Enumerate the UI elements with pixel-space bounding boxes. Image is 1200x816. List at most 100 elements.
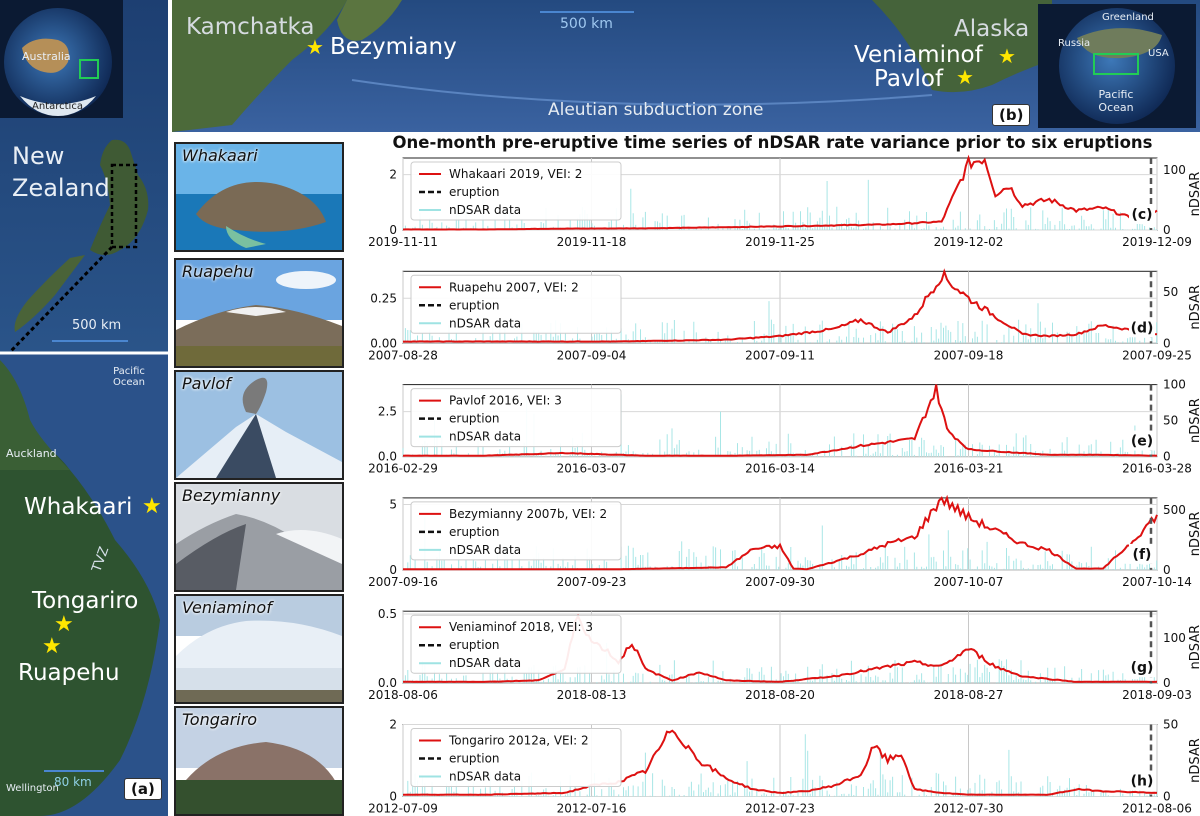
antarctica-label: Antarctica [32, 101, 83, 112]
model-series-line [402, 384, 1158, 457]
new-zealand-label: New Zealand [12, 142, 110, 202]
pavlof-map-label: Pavlof [874, 66, 944, 92]
panel-tag-a: (a) [124, 778, 162, 800]
y-tick-label: 0 [389, 223, 397, 237]
greenland-label: Greenland [1102, 12, 1154, 23]
y2-axis-label: nDSAR [1188, 625, 1200, 670]
legend-box [410, 274, 622, 334]
y2-tick-label: 0 [1163, 563, 1171, 577]
wellington-label: Wellington [6, 783, 59, 794]
chart-panel-e: 2016-02-29 2016-03-07 2016-03-14 2016-03-21… [368, 378, 1200, 476]
legend-eruption-label: eruption [449, 752, 500, 766]
legend-data-label: nDSAR data [449, 770, 521, 784]
x-tick-label: 2019-11-18 [557, 235, 627, 249]
chart-panel-h: 2012-07-09 2012-07-16 2012-07-23 2012-07-30… [368, 718, 1200, 816]
panel-tag-bg [1129, 543, 1155, 564]
locator-box-b [1093, 53, 1139, 75]
legend-data-label: nDSAR data [449, 203, 521, 217]
legend-eruption-label: eruption [449, 638, 500, 652]
scale-label-80km: 80 km [54, 775, 92, 789]
x-tick-label: 2007-09-16 [368, 575, 438, 589]
y-tick-label: 2 [389, 718, 397, 732]
y-tick-label: 0.0 [378, 450, 397, 464]
panel-tag: (f) [1133, 547, 1152, 563]
ruapehu-map-label: Ruapehu [18, 660, 120, 686]
photo-label-tongariro: Tongariro [182, 710, 258, 729]
legend-model-label: Veniaminof 2018, VEI: 3 [449, 620, 593, 634]
x-tick-label: 2016-03-21 [934, 462, 1004, 476]
photo-veniaminof: Veniaminof [174, 594, 344, 704]
y2-axis-label: nDSAR [1188, 172, 1200, 217]
legend-box [410, 728, 622, 787]
y-tick-label: 2 [389, 168, 397, 182]
x-tick-label: 2016-03-07 [557, 462, 627, 476]
model-series-line [402, 154, 1158, 231]
map-b: Kamchatka ★ Bezymiany 500 km Aleutian su… [172, 0, 1200, 132]
legend-eruption-label: eruption [449, 412, 500, 426]
x-tick-label: 2016-02-29 [368, 462, 438, 476]
pacific-ocean-label-b: Pacific Ocean [1098, 88, 1134, 114]
photo-tongariro: Tongariro [174, 706, 344, 816]
y2-tick-label: 50 [1163, 718, 1178, 732]
y2-tick-label: 0 [1163, 676, 1171, 690]
x-tick-label: 2019-11-25 [745, 235, 815, 249]
photo-tongariro-image [176, 708, 342, 814]
map-b-background [172, 0, 1200, 132]
chart-panel-d: 2007-08-28 2007-09-04 2007-09-11 2007-09-18… [368, 268, 1200, 362]
panel-tag: (e) [1131, 434, 1153, 450]
x-tick-label: 2019-12-09 [1122, 235, 1192, 249]
photo-veniaminof-image [176, 596, 342, 702]
bezymiany-star-icon: ★ [306, 35, 324, 59]
y-tick-label: 5 [389, 497, 397, 511]
legend-eruption-label: eruption [449, 298, 500, 312]
y-tick-label: 0.25 [370, 291, 397, 305]
panel-tag: (d) [1131, 320, 1154, 336]
bezymiany-map-label: Bezymiany [330, 34, 457, 60]
x-tick-label: 2007-10-07 [934, 575, 1004, 589]
australia-label: Australia [22, 50, 71, 63]
legend-eruption-label: eruption [449, 185, 500, 199]
legend-data-label: nDSAR data [449, 543, 521, 557]
model-series-line [403, 268, 1158, 343]
legend-model-label: Pavlof 2016, VEI: 3 [449, 394, 562, 408]
chart-panel-c: 2019-11-11 2019-11-18 2019-11-25 2019-12-02… [368, 154, 1200, 249]
y2-tick-label: 100 [1163, 378, 1186, 392]
x-tick-label: 2007-09-25 [1122, 348, 1192, 362]
x-tick-label: 2018-08-13 [557, 688, 627, 702]
model-series-line [403, 613, 1158, 683]
time-series-charts: 2019-11-11 2019-11-18 2019-11-25 2019-12-02… [368, 154, 1200, 816]
y2-axis-label: nDSAR [1188, 398, 1200, 443]
photo-pavlof-image [176, 372, 342, 478]
y-tick-label: 0 [389, 790, 397, 804]
legend-box [410, 501, 622, 561]
photo-whakaari: Whakaari [174, 142, 344, 252]
photo-bezymianny: Bezymianny [174, 482, 344, 592]
figure-title: One-month pre-eruptive time series of nD… [392, 133, 1153, 152]
y2-tick-label: 100 [1163, 631, 1186, 645]
y2-axis-label: nDSAR [1188, 285, 1200, 330]
x-tick-label: 2007-10-14 [1122, 575, 1192, 589]
aleutian-label: Aleutian subduction zone [548, 100, 764, 120]
photo-whakaari-image [176, 144, 342, 250]
x-tick-label: 2018-08-20 [745, 688, 815, 702]
x-tick-label: 2018-08-06 [368, 688, 438, 702]
panel-tag: (h) [1131, 774, 1154, 790]
x-tick-label: 2019-11-11 [368, 235, 438, 249]
photo-label-whakaari: Whakaari [182, 146, 258, 165]
x-tick-label: 2007-09-23 [557, 575, 627, 589]
x-tick-label: 2018-08-27 [934, 688, 1004, 702]
y2-tick-label: 0 [1163, 450, 1171, 464]
legend-data-label: nDSAR data [449, 430, 521, 444]
y-tick-label: 0.0 [378, 676, 397, 690]
y2-tick-label: 50 [1163, 414, 1178, 428]
legend-data-label: nDSAR data [449, 656, 521, 670]
locator-box-a [79, 59, 99, 79]
scale-label-500km-b: 500 km [560, 16, 613, 32]
legend-model-label: Whakaari 2019, VEI: 2 [449, 167, 582, 181]
y2-tick-label: 0 [1163, 790, 1171, 804]
x-tick-label: 2007-09-04 [557, 348, 627, 362]
tongariro-star-icon: ★ [54, 612, 74, 637]
photo-ruapehu-image [176, 260, 342, 366]
whakaari-star-icon: ★ [142, 494, 162, 519]
whakaari-map-label: Whakaari [24, 494, 133, 520]
